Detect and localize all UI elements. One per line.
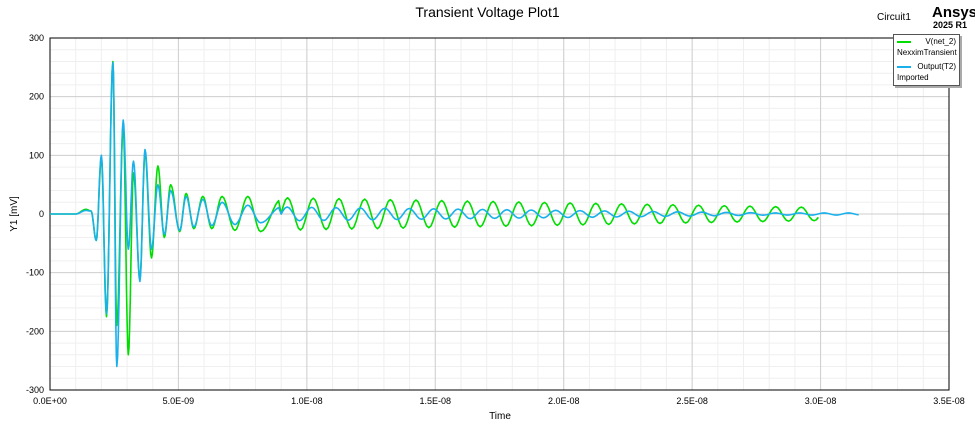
legend-series-name: V(net_2) — [925, 37, 956, 46]
y-tick-label: -300 — [26, 385, 44, 395]
x-tick-label: 1.5E-08 — [420, 396, 452, 406]
y-tick-label: 200 — [29, 92, 44, 102]
x-tick-label: 5.0E-09 — [163, 396, 195, 406]
circuit-label: Circuit1 — [877, 12, 911, 23]
y-tick-label: -200 — [26, 326, 44, 336]
ansys-logo: Ansys — [932, 4, 975, 21]
x-tick-label: 3.0E-08 — [805, 396, 837, 406]
legend-swatch — [897, 66, 911, 68]
x-tick-label: 2.5E-08 — [676, 396, 708, 406]
y-axis-label: Y1 [mV] — [9, 196, 20, 232]
x-axis-label: Time — [489, 411, 511, 422]
legend-entry-output-t2[interactable]: Output(T2) Imported — [894, 60, 959, 85]
chart-title: Transient Voltage Plot1 — [415, 4, 560, 20]
series-layer — [50, 60, 859, 368]
y-tick-label: 300 — [29, 33, 44, 43]
x-tick-label: 1.0E-08 — [291, 396, 323, 406]
y-tick-label: 0 — [39, 209, 44, 219]
series-line-output-t2[interactable] — [50, 61, 859, 368]
x-axis-ticks: 0.0E+00 5.0E-09 1.0E-08 1.5E-08 2.0E-08 2.5E-… — [33, 396, 965, 406]
x-tick-label: 2.0E-08 — [548, 396, 580, 406]
x-tick-label: 0.0E+00 — [33, 396, 67, 406]
legend[interactable]: V(net_2) NexximTransient Output(T2) Impo… — [893, 34, 960, 86]
y-axis-ticks: -300 -200 -100 0 100 200 300 — [26, 33, 44, 395]
y-tick-label: -100 — [26, 268, 44, 278]
legend-swatch — [897, 41, 911, 43]
y-tick-label: 100 — [29, 150, 44, 160]
legend-series-name: Output(T2) — [917, 62, 956, 71]
legend-series-source: NexximTransient — [897, 48, 957, 57]
legend-entry-v-net-2[interactable]: V(net_2) NexximTransient — [894, 35, 959, 60]
series-line-v-net-2[interactable] — [50, 60, 820, 356]
legend-series-source: Imported — [897, 73, 929, 82]
version-label: 2025 R1 — [933, 20, 968, 30]
x-tick-label: 3.5E-08 — [933, 396, 965, 406]
